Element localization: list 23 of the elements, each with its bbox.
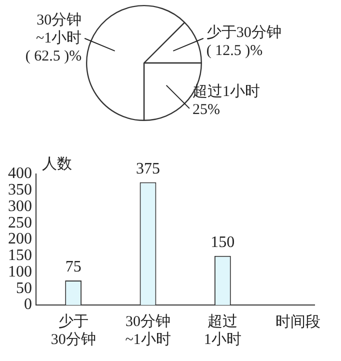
y-axis-title: 人数 — [42, 156, 72, 172]
slice-label: 少于30分钟 — [206, 24, 282, 41]
y-tick-label: 250 — [8, 214, 32, 232]
data-label: ( 62.5 )% — [25, 48, 82, 64]
y-tick-label: 100 — [8, 263, 32, 280]
y-tick-label: 400 — [8, 165, 32, 182]
y-tick-label: 200 — [8, 230, 32, 248]
slice-label: 30分钟~1小时 — [36, 11, 82, 46]
y-tick-label: 300 — [8, 198, 32, 215]
y-tick-label: 50 — [16, 280, 32, 297]
data-label: 25% — [192, 102, 220, 118]
y-tick-label: 150 — [8, 247, 32, 264]
data-label: 375 — [136, 160, 160, 178]
y-tick-label: 350 — [8, 182, 32, 199]
x-tick-label: 30分钟~1小时 — [125, 312, 171, 348]
data-label: 150 — [210, 234, 235, 252]
x-tick-label: 少于30分钟 — [50, 312, 96, 348]
data-label: ( 12.5 )% — [206, 42, 263, 59]
y-tick-label: 0 — [24, 296, 32, 314]
slice-label: 超过1小时 — [192, 83, 260, 100]
x-axis-title: 时间段 — [276, 313, 320, 330]
data-label: 75 — [65, 258, 82, 276]
x-tick-label: 超过1小时 — [204, 312, 242, 348]
